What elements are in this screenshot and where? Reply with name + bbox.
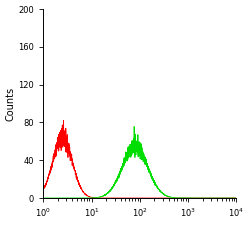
Y-axis label: Counts: Counts xyxy=(6,86,16,121)
